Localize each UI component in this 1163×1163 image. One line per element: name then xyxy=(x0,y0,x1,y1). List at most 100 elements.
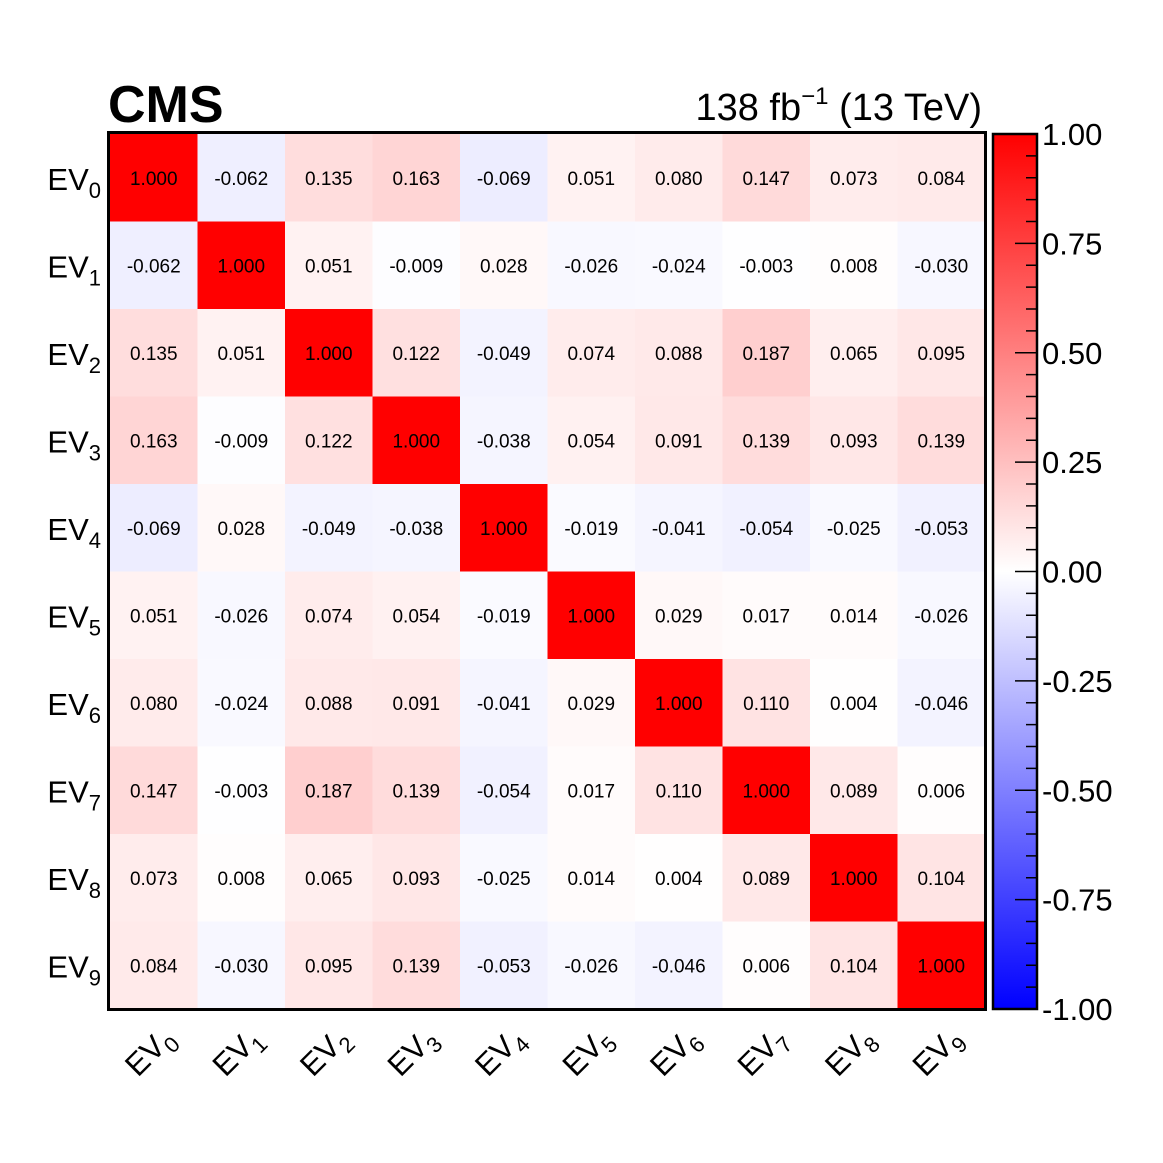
cell-value-label: -0.049 xyxy=(302,519,356,540)
cell-value-label: -0.009 xyxy=(214,431,268,452)
cell-value-label: 1.000 xyxy=(742,781,790,802)
cell-value-label: 0.089 xyxy=(742,869,790,890)
cell-value-label: -0.019 xyxy=(564,519,618,540)
heatmap-cell xyxy=(897,834,986,923)
x-axis-label: EV9 xyxy=(906,1020,973,1087)
heatmap-cell xyxy=(110,396,199,485)
cell-value-label: 1.000 xyxy=(130,169,178,190)
cell-value-label: 0.074 xyxy=(567,344,615,365)
colorbar-tick-label: 0.50 xyxy=(1042,336,1102,371)
cell-value-label: 1.000 xyxy=(392,431,440,452)
cell-value-label: 0.163 xyxy=(130,431,178,452)
heatmap-cell xyxy=(722,921,811,1010)
cell-value-label: 0.139 xyxy=(742,431,790,452)
heatmap-cell xyxy=(635,571,724,660)
heatmap-cell xyxy=(372,221,461,310)
y-axis-label: EV6 xyxy=(47,687,101,728)
heatmap-cell xyxy=(635,921,724,1010)
cell-value-label: 0.139 xyxy=(392,781,440,802)
cell-value-label: -0.003 xyxy=(739,256,793,277)
cell-value-label: 0.004 xyxy=(830,694,878,715)
heatmap-cell xyxy=(897,484,986,573)
heatmap-cell xyxy=(110,221,199,310)
heatmap-cell xyxy=(285,834,374,923)
cell-value-label: 0.091 xyxy=(392,694,440,715)
heatmap-cells: 1.000 -0.062 0.135 0.163 -0.069 0.051 0.080 0.1… xyxy=(110,134,986,1010)
cell-value-label: -0.049 xyxy=(477,344,531,365)
heatmap-cell xyxy=(547,134,636,223)
cell-value-label: -0.054 xyxy=(739,519,793,540)
y-axis-labels: EV0 EV1 EV2 EV3 EV4 EV5 EV6 EV7 EV8 EV9 xyxy=(47,162,101,991)
cell-value-label: -0.062 xyxy=(127,256,181,277)
y-axis-label: EV8 xyxy=(47,862,101,903)
cell-value-label: 0.135 xyxy=(305,169,353,190)
cell-value-label: 0.187 xyxy=(742,344,790,365)
cell-value-label: -0.041 xyxy=(652,519,706,540)
cell-value-label: 0.014 xyxy=(567,869,615,890)
heatmap-cell xyxy=(722,746,811,835)
cell-value-label: 0.135 xyxy=(130,344,178,365)
cell-value-label: -0.069 xyxy=(127,519,181,540)
cell-value-label: -0.053 xyxy=(477,956,531,977)
heatmap-cell xyxy=(810,834,899,923)
cell-value-label: -0.053 xyxy=(914,519,968,540)
cell-value-label: 1.000 xyxy=(217,256,265,277)
cell-value-label: 0.028 xyxy=(217,519,265,540)
heatmap-cell xyxy=(722,484,811,573)
heatmap-cell xyxy=(197,221,286,310)
heatmap-cell xyxy=(810,221,899,310)
heatmap-cell xyxy=(635,221,724,310)
colorbar-tick-label: 0.25 xyxy=(1042,445,1102,480)
heatmap-cell xyxy=(810,921,899,1010)
heatmap-cell xyxy=(460,659,549,748)
x-axis-label: EV2 xyxy=(293,1020,360,1087)
x-axis-label: EV8 xyxy=(818,1020,885,1087)
heatmap-cell xyxy=(722,221,811,310)
cell-value-label: -0.062 xyxy=(214,169,268,190)
cell-value-label: 1.000 xyxy=(830,869,878,890)
cell-value-label: 0.073 xyxy=(830,169,878,190)
cell-value-label: 0.095 xyxy=(305,956,353,977)
heatmap-cell xyxy=(635,834,724,923)
cell-value-label: -0.025 xyxy=(827,519,881,540)
heatmap-cell xyxy=(197,484,286,573)
heatmap-cell xyxy=(897,134,986,223)
cell-value-label: 0.051 xyxy=(217,344,265,365)
x-axis-label: EV0 xyxy=(118,1020,185,1087)
heatmap-cell xyxy=(547,834,636,923)
heatmap-cell xyxy=(460,134,549,223)
cell-value-label: 0.084 xyxy=(130,956,178,977)
heatmap-cell xyxy=(110,921,199,1010)
colorbar-tick-label: 0.00 xyxy=(1042,555,1102,590)
cell-value-label: 0.093 xyxy=(392,869,440,890)
cell-value-label: 0.089 xyxy=(830,781,878,802)
heatmap-cell xyxy=(460,834,549,923)
y-axis-label: EV5 xyxy=(47,599,101,640)
heatmap-cell xyxy=(547,659,636,748)
cell-value-label: 0.054 xyxy=(392,606,440,627)
heatmap-cell xyxy=(110,571,199,660)
heatmap-cell xyxy=(372,134,461,223)
heatmap-cell xyxy=(197,921,286,1010)
heatmap-cell xyxy=(547,221,636,310)
cell-value-label: -0.030 xyxy=(214,956,268,977)
cell-value-label: 0.122 xyxy=(305,431,353,452)
cell-value-label: 0.006 xyxy=(917,781,965,802)
heatmap-cell xyxy=(635,659,724,748)
x-axis-label: EV1 xyxy=(206,1020,273,1087)
heatmap-cell xyxy=(285,484,374,573)
heatmap-cell xyxy=(197,659,286,748)
cell-value-label: 0.029 xyxy=(567,694,615,715)
heatmap-cell xyxy=(460,571,549,660)
y-axis-label: EV1 xyxy=(47,249,101,290)
heatmap-cell xyxy=(285,659,374,748)
cell-value-label: 0.051 xyxy=(305,256,353,277)
heatmap-cell xyxy=(372,484,461,573)
cell-value-label: 1.000 xyxy=(567,606,615,627)
heatmap-cell xyxy=(547,484,636,573)
heatmap-cell xyxy=(285,396,374,485)
heatmap-cell xyxy=(372,309,461,398)
colorbar-tick-label: -0.50 xyxy=(1042,773,1113,808)
cell-value-label: 0.122 xyxy=(392,344,440,365)
cell-value-label: -0.024 xyxy=(652,256,706,277)
